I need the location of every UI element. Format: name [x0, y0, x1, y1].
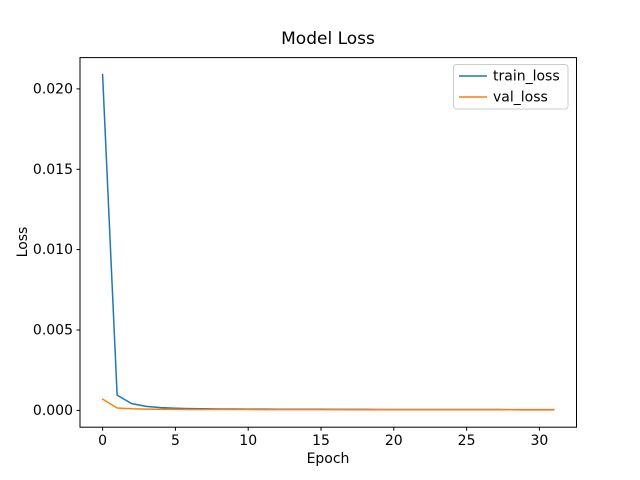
series-lines — [101, 73, 555, 411]
y-axis-label: Loss — [15, 227, 31, 258]
x-tick-label: 5 — [171, 433, 180, 449]
legend-label-val-loss: val_loss — [493, 90, 548, 106]
x-tick-label: 10 — [239, 433, 257, 449]
y-tick-label: 0.015 — [33, 162, 73, 178]
x-axis-ticks: 0 5 10 15 20 25 30 — [98, 427, 548, 449]
val_loss-line — [101, 398, 555, 411]
y-tick-label: 0.010 — [33, 242, 73, 258]
train_loss-line — [101, 73, 555, 411]
y-tick-label: 0.020 — [33, 81, 73, 97]
x-axis-label: Epoch — [307, 451, 350, 467]
x-tick-label: 0 — [98, 433, 107, 449]
x-tick-label: 30 — [530, 433, 548, 449]
x-tick-label: 25 — [458, 433, 476, 449]
chart-title: Model Loss — [281, 29, 375, 49]
plot-frame — [79, 57, 577, 428]
legend-label-train-loss: train_loss — [493, 69, 560, 85]
legend: train_loss val_loss — [453, 64, 569, 110]
y-tick-label: 0.000 — [33, 403, 73, 419]
x-tick-label: 20 — [385, 433, 403, 449]
y-tick-label: 0.005 — [33, 323, 73, 339]
x-tick-label: 15 — [312, 433, 330, 449]
y-axis-ticks: 0.000 0.005 0.010 0.015 0.020 — [33, 81, 80, 419]
